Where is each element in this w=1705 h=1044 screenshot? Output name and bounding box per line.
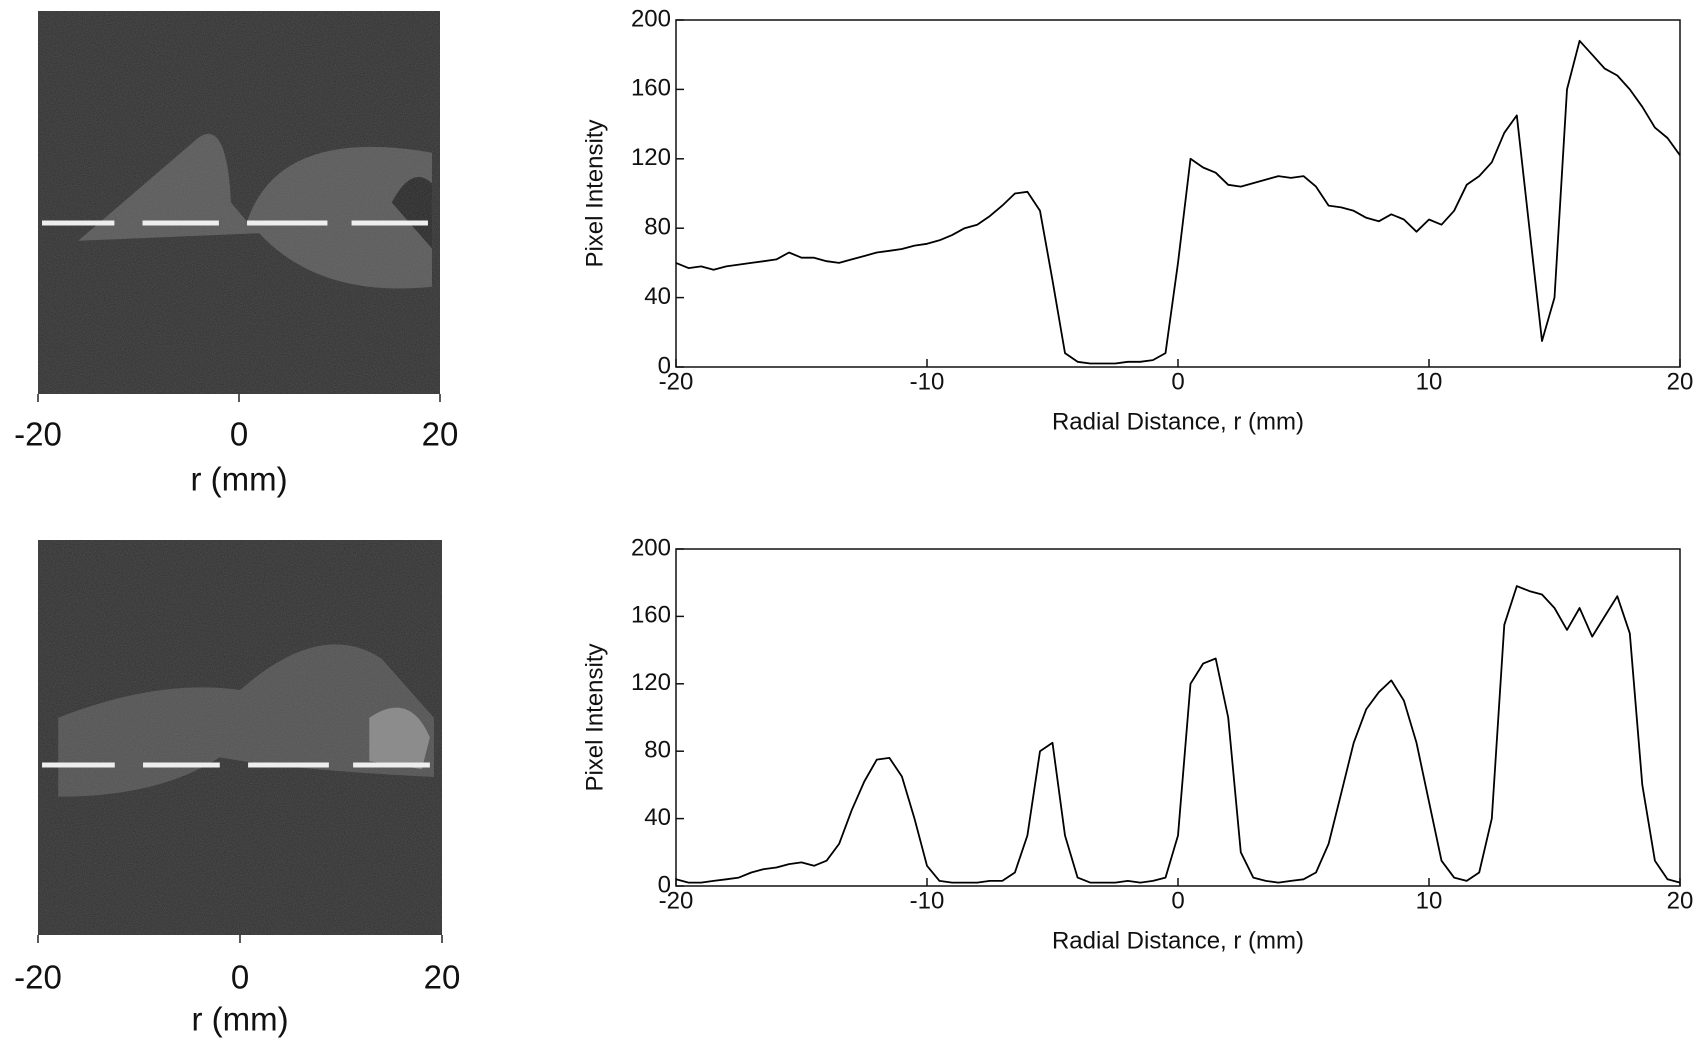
x-tick-label: 20 [422, 416, 459, 453]
x-tick-label: 20 [1667, 887, 1694, 914]
x-tick-label: -10 [910, 368, 945, 395]
x-tick-label: 10 [1416, 368, 1443, 395]
x-axis-label: Radial Distance, r (mm) [1052, 927, 1304, 954]
y-tick-label: 80 [644, 214, 671, 241]
y-tick-label: 40 [644, 804, 671, 831]
x-tick-label: 10 [1416, 887, 1443, 914]
y-tick-label: 200 [631, 5, 671, 32]
y-tick-label: 160 [631, 602, 671, 629]
profile-line [675, 585, 1681, 884]
y-axis-label: Pixel Intensity [581, 643, 608, 791]
y-tick-label: 0 [658, 352, 671, 379]
y-axis-label: Pixel Intensity [581, 119, 608, 267]
y-tick-label: 40 [644, 283, 671, 310]
x-tick-label: -20 [659, 887, 694, 914]
x-axis-label: Radial Distance, r (mm) [1052, 408, 1304, 435]
plot-frame [675, 19, 1681, 368]
x-tick-label: 0 [231, 959, 249, 996]
image-noise [38, 11, 440, 394]
x-tick-label: 20 [1667, 368, 1694, 395]
profile-line [675, 39, 1681, 365]
x-tick-label: -20 [14, 416, 62, 453]
x-tick-label: -20 [14, 959, 62, 996]
image-noise [38, 540, 442, 935]
x-tick-label: 0 [1171, 887, 1184, 914]
x-tick-label: 20 [424, 959, 461, 996]
y-tick-label: 160 [631, 75, 671, 102]
y-tick-label: 80 [644, 737, 671, 764]
x-axis-label: r (mm) [191, 1001, 288, 1038]
x-tick-label: 0 [1171, 368, 1184, 395]
y-tick-label: 120 [631, 144, 671, 171]
x-axis-label: r (mm) [190, 461, 287, 498]
x-tick-label: -10 [910, 887, 945, 914]
y-tick-label: 200 [631, 534, 671, 561]
y-tick-label: 0 [658, 871, 671, 898]
x-tick-label: -20 [659, 368, 694, 395]
x-tick-label: 0 [230, 416, 248, 453]
y-tick-label: 120 [631, 669, 671, 696]
